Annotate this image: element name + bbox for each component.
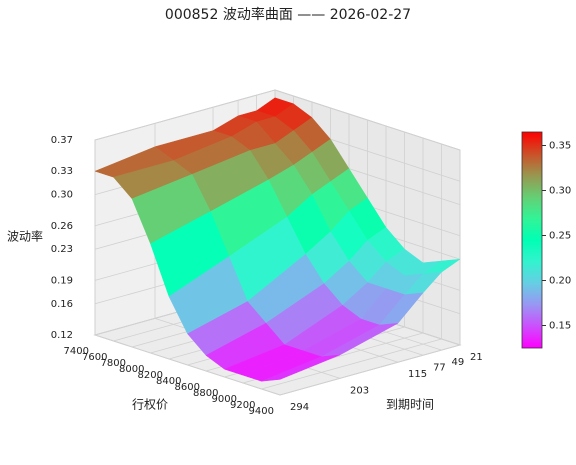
x-tick-label: 8800: [193, 388, 218, 399]
x-tick-label: 9000: [212, 394, 237, 405]
y-tick-label: 49: [452, 357, 465, 368]
y-tick-label: 115: [408, 369, 427, 380]
y-axis-label: 到期时间: [386, 398, 434, 412]
z-tick-label: 0.30: [51, 190, 73, 201]
y-tick-label: 21: [470, 352, 483, 363]
z-axis-label: 波动率: [7, 229, 43, 244]
y-tick-label: 77: [433, 362, 446, 373]
x-tick-label: 7400: [64, 346, 89, 357]
z-tick-label: 0.33: [51, 166, 73, 177]
colorbar: [521, 131, 543, 349]
x-axis-label: 行权价: [132, 398, 168, 412]
x-tick-label: 7800: [101, 358, 126, 369]
surface-patch: [261, 354, 341, 382]
colorbar-tick-label: 0.30: [549, 186, 571, 197]
y-tick-label: 294: [290, 402, 309, 413]
z-tick-label: 0.37: [51, 135, 73, 146]
grid-line: [279, 344, 461, 396]
x-tick-label: 7600: [82, 352, 107, 363]
colorbar-tick-label: 0.25: [549, 231, 571, 242]
y-tick-label: 203: [350, 385, 369, 396]
x-tick-label: 9200: [230, 400, 255, 411]
colorbar-tick-label: 0.35: [549, 141, 571, 152]
grid-line: [274, 89, 461, 151]
x-tick-label: 8000: [119, 364, 144, 375]
x-tick-label: 8200: [138, 370, 163, 381]
grid-line: [261, 338, 442, 390]
z-tick-label: 0.23: [51, 244, 73, 255]
grid-line: [94, 89, 276, 141]
colorbar-tick-label: 0.15: [549, 321, 571, 332]
x-tick-label: 8600: [175, 382, 200, 393]
z-tick-label: 0.26: [51, 221, 73, 232]
grid-line: [94, 334, 281, 396]
z-tick-label: 0.16: [51, 299, 73, 310]
x-tick-label: 8400: [156, 376, 181, 387]
x-tick-label: 9400: [249, 406, 274, 417]
chart-title: 000852 波动率曲面 —— 2026-02-27: [165, 6, 411, 23]
z-tick-label: 0.19: [51, 275, 73, 286]
colorbar-tick-label: 0.20: [549, 276, 571, 287]
z-tick-label: 0.12: [51, 330, 73, 341]
surface: [94, 97, 461, 382]
